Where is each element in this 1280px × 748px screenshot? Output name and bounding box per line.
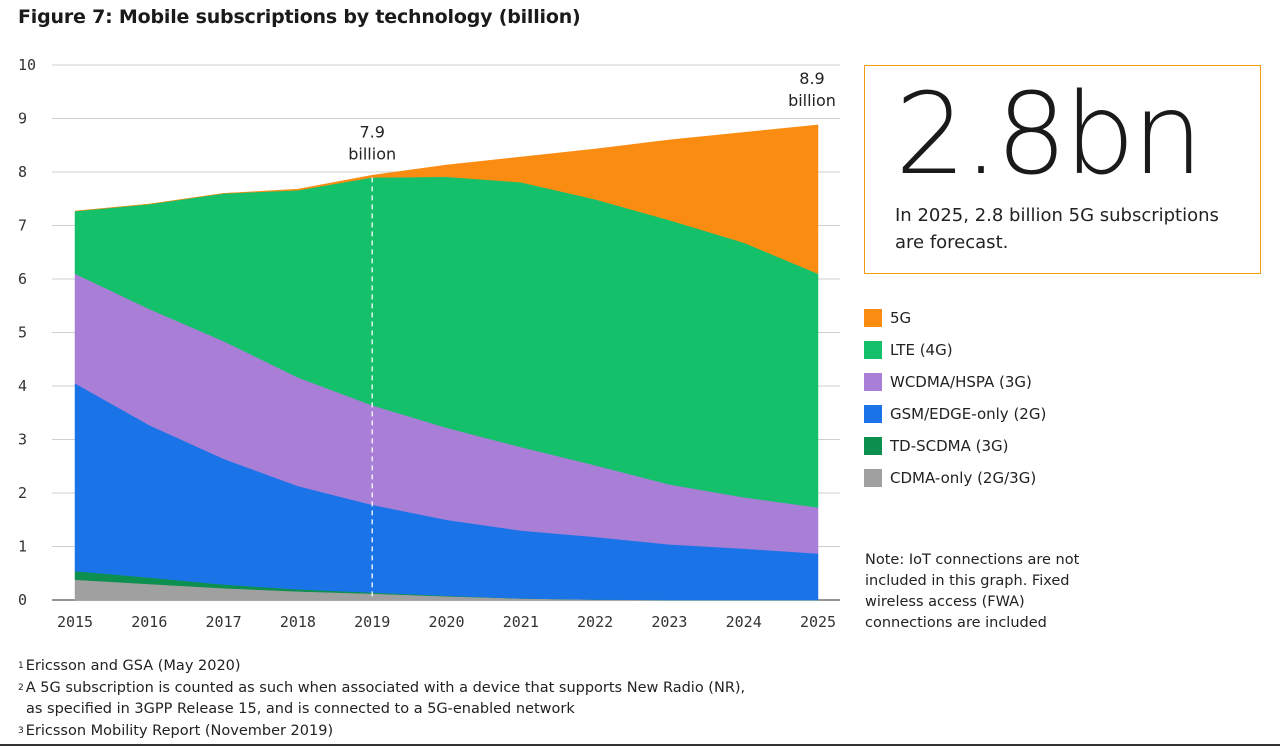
highlight-value: 2.8bn xyxy=(895,70,1203,200)
legend-label: 5G xyxy=(890,309,912,327)
y-tick-label: 3 xyxy=(18,431,27,449)
y-tick-label: 1 xyxy=(18,538,27,556)
legend-item-cdma: CDMA-only (2G/3G) xyxy=(864,462,1046,494)
legend-item-wcdma: WCDMA/HSPA (3G) xyxy=(864,366,1046,398)
legend-item-gsm: GSM/EDGE-only (2G) xyxy=(864,398,1046,430)
highlight-box: 2.8bn In 2025, 2.8 billion 5G subscripti… xyxy=(864,65,1261,274)
legend-item-lte: LTE (4G) xyxy=(864,334,1046,366)
legend: 5G LTE (4G) WCDMA/HSPA (3G) GSM/EDGE-onl… xyxy=(864,302,1046,494)
legend-label: LTE (4G) xyxy=(890,341,953,359)
x-tick-label: 2015 xyxy=(57,613,93,631)
y-tick-label: 4 xyxy=(18,377,27,395)
bottom-rule xyxy=(0,744,1280,746)
x-tick-label: 2025 xyxy=(800,613,836,631)
x-tick-label: 2023 xyxy=(651,613,687,631)
x-tick-label: 2021 xyxy=(503,613,539,631)
legend-label: TD-SCDMA (3G) xyxy=(890,437,1009,455)
x-tick-label: 2019 xyxy=(354,613,390,631)
x-tick-label: 2024 xyxy=(726,613,762,631)
annotation-label: 7.9 xyxy=(359,122,384,141)
annotation-label: 8.9 xyxy=(799,69,824,88)
y-tick-label: 0 xyxy=(18,591,27,609)
figure-title: Figure 7: Mobile subscriptions by techno… xyxy=(18,6,581,28)
footnote: 1 Ericsson and GSA (May 2020) xyxy=(18,658,241,674)
legend-label: CDMA-only (2G/3G) xyxy=(890,469,1037,487)
legend-swatch xyxy=(864,373,882,391)
y-tick-label: 5 xyxy=(18,324,27,342)
legend-item-tdscdma: TD-SCDMA (3G) xyxy=(864,430,1046,462)
stacked-area-chart: 0 1 2 3 4 5 6 7 8 9 10 2015 2016 2017 2018 2019 2020 2021… xyxy=(18,56,840,631)
x-tick-label: 2022 xyxy=(577,613,613,631)
legend-swatch xyxy=(864,469,882,487)
legend-swatch xyxy=(864,341,882,359)
x-tick-label: 2016 xyxy=(131,613,167,631)
y-tick-label: 7 xyxy=(18,217,27,235)
y-tick-label: 2 xyxy=(18,484,27,502)
footnote-continuation: as specified in 3GPP Release 15, and is … xyxy=(26,701,575,717)
annotation-label: billion xyxy=(788,91,836,110)
note-text: Note: IoT connections are not included i… xyxy=(865,552,1080,631)
highlight-caption: In 2025, 2.8 billion 5G subscriptions ar… xyxy=(895,205,1219,253)
y-tick-label: 6 xyxy=(18,270,27,288)
legend-swatch xyxy=(864,405,882,423)
legend-item-5g: 5G xyxy=(864,302,1046,334)
y-tick-label: 10 xyxy=(18,56,36,74)
legend-swatch xyxy=(864,437,882,455)
legend-label: WCDMA/HSPA (3G) xyxy=(890,373,1032,391)
legend-label: GSM/EDGE-only (2G) xyxy=(890,405,1047,423)
x-tick-label: 2017 xyxy=(206,613,242,631)
y-tick-label: 9 xyxy=(18,110,27,128)
x-tick-label: 2020 xyxy=(428,613,464,631)
y-tick-label: 8 xyxy=(18,163,27,181)
footnote: 3 Ericsson Mobility Report (November 2019… xyxy=(18,722,334,739)
annotation-label: billion xyxy=(348,144,396,163)
x-tick-label: 2018 xyxy=(280,613,316,631)
area-series xyxy=(74,124,819,275)
legend-swatch xyxy=(864,309,882,327)
